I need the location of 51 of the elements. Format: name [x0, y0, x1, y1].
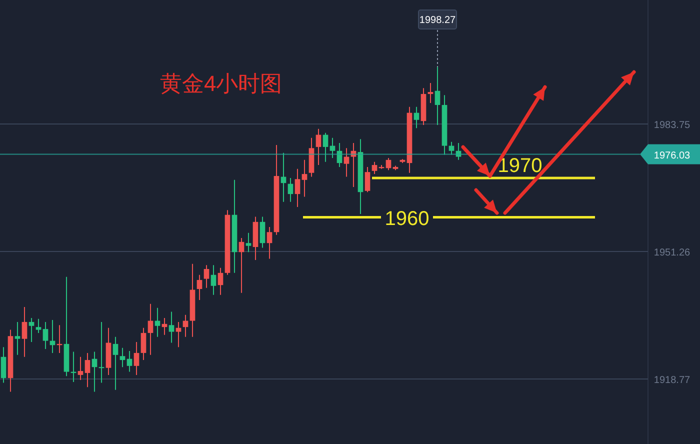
candlestick [182, 314, 188, 338]
ref-line-label: 1960 [384, 208, 430, 230]
candlestick [316, 128, 322, 166]
candlestick [196, 274, 202, 300]
candlestick [0, 346, 6, 384]
candlestick [140, 327, 146, 361]
candlestick [302, 159, 308, 198]
candlestick [246, 232, 252, 253]
candlestick [238, 237, 244, 294]
candlestick [126, 350, 132, 372]
y-tick-label: 1983.75 [654, 120, 691, 131]
ref-line-label: 1976.03 [654, 150, 691, 162]
candlestick [112, 336, 118, 390]
candlestick [78, 356, 84, 381]
candlestick [386, 157, 392, 171]
candlestick [148, 303, 154, 356]
candlestick [364, 166, 370, 193]
candlestick [84, 352, 90, 388]
candlestick [168, 311, 174, 344]
y-tick-label: 1951.26 [654, 247, 691, 258]
candlestick [448, 141, 454, 156]
candlestick [280, 152, 286, 202]
candlestick [154, 307, 160, 338]
y-tick-label: 1918.77 [654, 374, 691, 386]
candlestick [22, 306, 28, 358]
candlestick [288, 177, 294, 202]
text: 黄金4小时图 [160, 71, 282, 96]
ref-line-label: 1970 [498, 154, 542, 177]
candlestick [176, 321, 182, 348]
candlestick [330, 137, 336, 158]
candlestick [218, 267, 224, 296]
candlestick [260, 216, 266, 248]
candlestick [204, 264, 210, 288]
candlestick [294, 168, 300, 208]
candlestick [14, 321, 20, 356]
candlestick [266, 226, 272, 260]
candlestick [414, 106, 420, 129]
candlestick [28, 318, 34, 342]
candlestick [428, 82, 434, 104]
candlestick [98, 321, 104, 384]
annotation: 1998.27 [419, 15, 456, 26]
candlestick [134, 341, 140, 376]
candlestick [92, 351, 98, 392]
candlestick [36, 318, 42, 334]
candlestick [372, 161, 378, 175]
candlestick [344, 148, 350, 178]
candlestick [42, 321, 48, 350]
candlestick [120, 347, 126, 368]
candlestick [162, 318, 168, 336]
candlestick [210, 264, 216, 296]
candlestick [322, 132, 328, 162]
